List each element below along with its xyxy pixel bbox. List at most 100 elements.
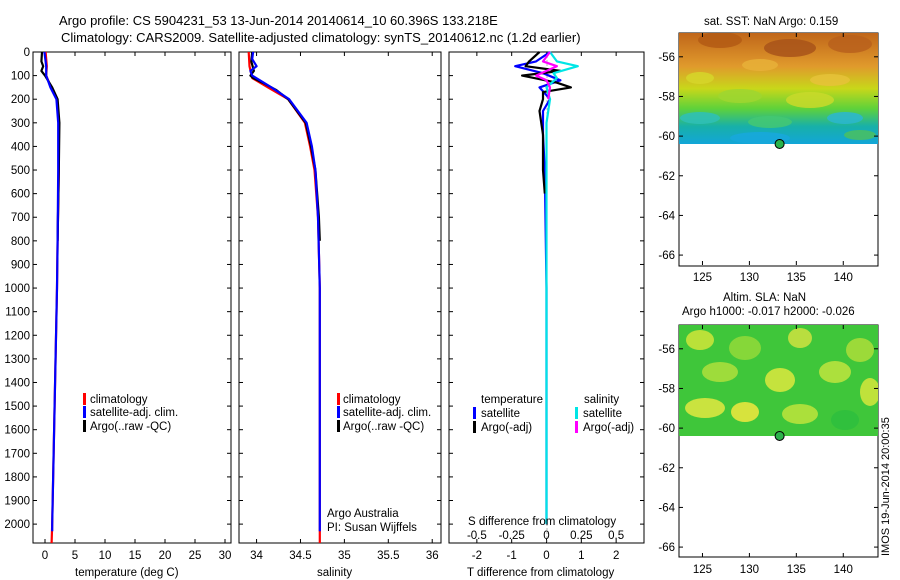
depth-tick-label: 2000 <box>4 519 30 531</box>
legend-swatch-climatology <box>83 393 86 405</box>
sla-map-axes: 125 130 135 140 -56 -58 -60 -62 -64 -66 <box>658 325 878 576</box>
depth-tick-label: 600 <box>11 189 30 201</box>
map-x-tick-label: 140 <box>834 564 853 576</box>
sst-texture <box>698 33 742 48</box>
sla-texture <box>860 378 878 406</box>
legend-swatch-t-argo <box>473 421 476 433</box>
depth-tick-label: 1400 <box>4 377 30 389</box>
legend-swatch-satellite <box>83 406 86 418</box>
temperature-x-tick-label: 0 <box>42 550 48 562</box>
figure-title-line1: Argo profile: CS 5904231_53 13-Jun-2014 … <box>59 13 498 28</box>
legend-swatch-s-argo <box>575 421 578 433</box>
depth-tick-label: 0 <box>24 47 30 59</box>
sst-map-title: sat. SST: NaN Argo: 0.159 <box>704 16 838 28</box>
map-y-tick-label: -66 <box>658 250 675 262</box>
map-x-tick-label: 130 <box>740 564 759 576</box>
credit-line2: PI: Susan Wijffels <box>327 522 417 534</box>
sst-map-axes: 125 130 135 140 -56 -58 -60 -62 -64 -66 <box>658 33 878 284</box>
temperature-x-tick-label: 20 <box>159 550 172 562</box>
sst-map-field <box>679 33 878 144</box>
map-y-tick-label: -58 <box>658 383 675 395</box>
temperature-x-tick-label: 15 <box>129 550 142 562</box>
s-difference-x-tick-label: 0.5 <box>608 530 624 542</box>
difference-legend: temperature salinity satellite Argo(-adj… <box>473 394 634 434</box>
t-difference-x-tick-label: 2 <box>613 550 619 562</box>
depth-tick-label: 1700 <box>4 448 30 460</box>
legend-swatch-climatology <box>337 393 340 405</box>
series-salinity-argo-adj- <box>534 51 559 100</box>
sst-texture <box>764 39 816 57</box>
map-y-tick-label: -66 <box>658 542 675 554</box>
depth-tick-label: 300 <box>11 118 30 130</box>
depth-tick-label: 1800 <box>4 472 30 484</box>
depth-tick-label: 1100 <box>5 307 30 319</box>
map-y-tick-label: -58 <box>658 91 675 103</box>
t-difference-x-tick-label: 1 <box>578 550 584 562</box>
s-difference-x-tick-label: 0.25 <box>570 530 592 542</box>
sla-texture <box>819 361 851 383</box>
salinity-x-axis: 34 34.5 35 35.5 36 <box>250 52 439 562</box>
legend-heading-temperature: temperature <box>481 394 543 406</box>
sst-texture <box>844 130 876 140</box>
temperature-x-tick-label: 5 <box>72 550 78 562</box>
depth-tick-label: 900 <box>11 259 30 271</box>
sst-texture <box>827 112 863 124</box>
sla-texture <box>731 402 759 422</box>
imos-timestamp: IMOS 19-Jun-2014 20:00:35 <box>880 417 892 556</box>
legend-label-argo: Argo(..raw -QC) <box>343 421 424 433</box>
map-y-tick-label: -62 <box>658 463 675 475</box>
sst-texture <box>718 89 762 103</box>
legend-label-satellite: satellite-adj. clim. <box>90 407 178 419</box>
sla-texture <box>765 368 795 392</box>
sst-texture <box>786 92 834 108</box>
sla-map-field <box>679 325 878 436</box>
legend-label-argo: Argo(..raw -QC) <box>90 421 171 433</box>
s-difference-x-tick-label: -0.25 <box>499 530 525 542</box>
legend-label-t-satellite: satellite <box>481 408 520 420</box>
sla-texture <box>782 404 818 424</box>
legend-swatch-satellite <box>337 406 340 418</box>
depth-tick-label: 500 <box>11 165 30 177</box>
map-x-tick-label: 130 <box>740 272 759 284</box>
temperature-x-tick-label: 30 <box>219 550 232 562</box>
sla-map-title-line2: Argo h1000: -0.017 h2000: -0.026 <box>682 306 855 318</box>
legend-swatch-s-satellite <box>575 407 578 419</box>
map-y-tick-label: -64 <box>658 210 675 222</box>
salinity-x-tick-label: 35.5 <box>377 550 399 562</box>
legend-label-t-argo: Argo(-adj) <box>481 422 532 434</box>
sla-texture <box>788 328 812 348</box>
temperature-panel <box>32 51 232 544</box>
s-difference-x-tick-label: 0 <box>543 530 549 542</box>
t-difference-x-tick-label: -2 <box>472 550 482 562</box>
series-salinity-satellite <box>545 51 579 525</box>
salinity-panel <box>238 51 442 544</box>
salinity-x-tick-label: 35 <box>338 550 351 562</box>
legend-label-s-satellite: satellite <box>583 408 622 420</box>
figure-title-line2: Climatology: CARS2009. Satellite-adjuste… <box>61 30 581 45</box>
legend-label-satellite: satellite-adj. clim. <box>343 407 431 419</box>
sst-texture <box>680 112 720 124</box>
legend-swatch-argo <box>337 420 340 432</box>
sst-texture <box>742 59 778 71</box>
depth-tick-label: 100 <box>11 71 30 83</box>
sla-texture <box>686 330 714 350</box>
temperature-series <box>40 51 61 544</box>
legend-swatch-t-satellite <box>473 407 476 419</box>
sla-map-argo-marker <box>774 430 785 441</box>
depth-tick-label: 1200 <box>4 330 30 342</box>
t-difference-xlabel: T difference from climatology <box>467 567 614 579</box>
temperature-x-axis: 0 5 10 15 20 25 30 <box>42 52 232 562</box>
sla-texture <box>729 336 761 360</box>
credit-line1: Argo Australia <box>327 508 399 520</box>
depth-tick-label: 400 <box>11 141 30 153</box>
legend-label-climatology: climatology <box>343 394 401 406</box>
temperature-legend: climatology satellite-adj. clim. Argo(..… <box>83 393 178 433</box>
series-satellite-adj-clim- <box>43 51 60 532</box>
legend-label-s-argo: Argo(-adj) <box>583 422 634 434</box>
map-y-tick-label: -60 <box>658 423 675 435</box>
map-y-tick-label: -56 <box>658 52 675 64</box>
depth-tick-label: 1300 <box>4 354 30 366</box>
salinity-xlabel: salinity <box>317 567 352 579</box>
depth-tick-label: 200 <box>11 94 30 106</box>
